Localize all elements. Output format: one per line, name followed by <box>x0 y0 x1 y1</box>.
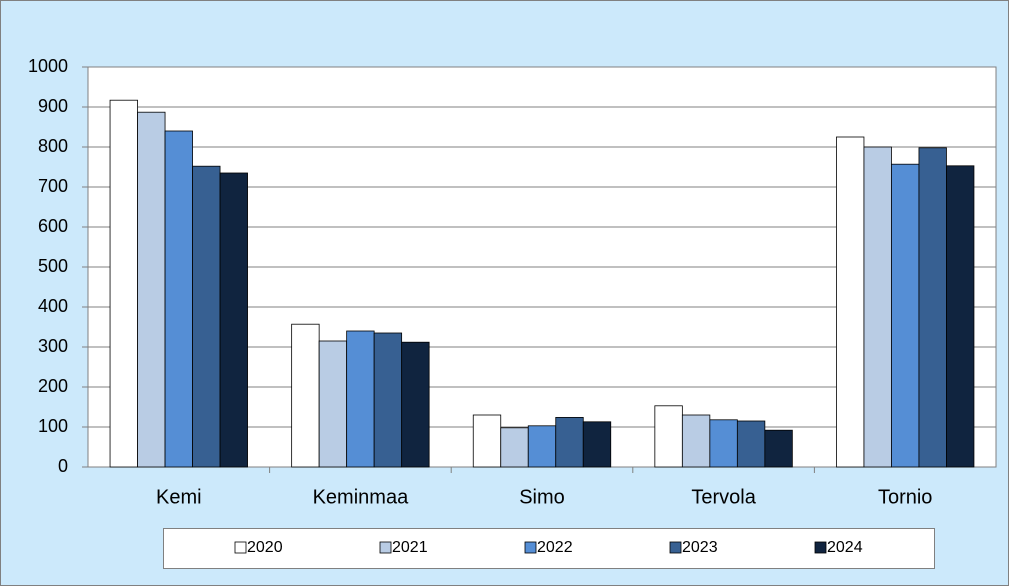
legend <box>163 528 935 569</box>
legend-entries: 2020 2021 2022 2023 2024 <box>234 539 863 556</box>
y-tick-label: 800 <box>38 136 68 156</box>
y-tick-label: 900 <box>38 96 68 116</box>
legend-swatch <box>234 541 247 554</box>
bar <box>836 136 865 468</box>
x-tick-label: Keminmaa <box>313 486 409 508</box>
bar <box>373 332 403 468</box>
y-tick-label: 700 <box>38 176 68 196</box>
x-tick-label: Simo <box>519 486 565 508</box>
bar <box>346 330 375 468</box>
legend-swatch <box>379 541 392 554</box>
y-tick-label: 600 <box>38 216 68 236</box>
y-tick-label: 500 <box>38 256 68 276</box>
bar <box>164 130 193 468</box>
bar <box>863 146 892 468</box>
x-tick-label: Tervola <box>691 486 756 508</box>
bar <box>654 405 683 468</box>
bars <box>109 99 975 468</box>
legend-label: 2023 <box>682 539 718 556</box>
bar <box>318 340 348 468</box>
bar <box>500 427 529 468</box>
legend-label: 2024 <box>827 539 863 556</box>
legend-label: 2022 <box>537 539 573 556</box>
x-tick-label: Kemi <box>156 486 202 508</box>
x-tick-label: Tornio <box>878 486 932 508</box>
legend-swatch <box>524 541 537 554</box>
y-tick-label: 400 <box>38 296 68 316</box>
legend-swatch <box>814 541 827 554</box>
y-tick-label: 300 <box>38 336 68 356</box>
bar <box>736 420 766 468</box>
bar <box>401 341 430 468</box>
bar <box>527 425 557 468</box>
bar <box>681 414 711 468</box>
y-tick-label: 0 <box>58 456 68 476</box>
y-tick-label: 100 <box>38 416 68 436</box>
bar <box>918 147 947 468</box>
legend-label: 2020 <box>247 539 283 556</box>
bar <box>472 414 502 468</box>
bar <box>555 416 584 468</box>
legend-label: 2021 <box>392 539 428 556</box>
y-tick-label: 1000 <box>28 56 68 76</box>
bar <box>582 421 612 468</box>
bar <box>109 99 138 468</box>
bar <box>192 165 221 468</box>
bar <box>137 111 166 468</box>
bar <box>709 419 738 468</box>
legend-swatch <box>669 541 682 554</box>
y-tick-label: 200 <box>38 376 68 396</box>
labels: 0 100 200 300 400 500 600 700 800 900 1000 Kemi Kemi… <box>28 56 932 509</box>
bar <box>219 172 248 468</box>
bar <box>291 323 320 468</box>
bar <box>946 165 975 468</box>
bar <box>891 163 920 468</box>
bar <box>764 429 793 468</box>
